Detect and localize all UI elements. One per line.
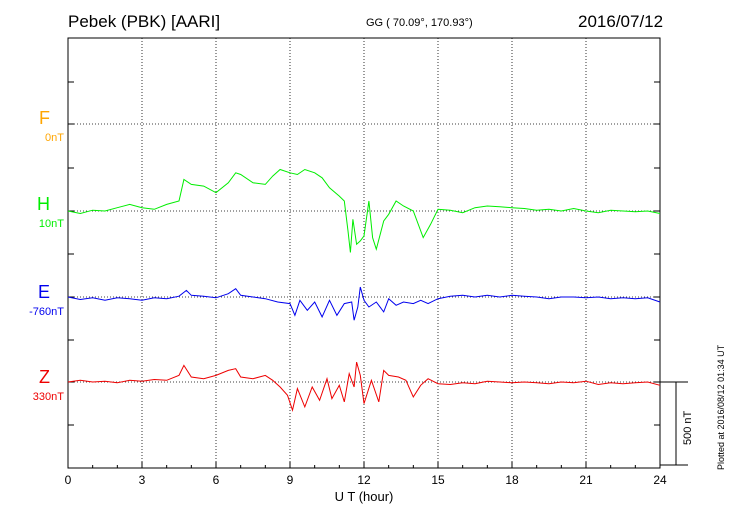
series-label-f: F xyxy=(39,108,50,128)
series-label-h: H xyxy=(37,194,50,214)
series-baseline-z: 330nT xyxy=(32,391,64,403)
series-baseline-e: -760nT xyxy=(29,306,64,318)
coordinates-label: GG ( 70.09°, 170.93°) xyxy=(366,17,473,29)
x-tick-label: 21 xyxy=(579,473,593,487)
series-label-z: Z xyxy=(39,367,50,387)
x-tick-label: 24 xyxy=(653,473,667,487)
series-line-e xyxy=(67,286,661,321)
scale-bar-label: 500 nT xyxy=(682,410,694,445)
series-line-z xyxy=(67,361,661,413)
x-tick-label: 12 xyxy=(357,473,371,487)
x-tick-label: 0 xyxy=(65,473,72,487)
plotted-timestamp: Plotted at 2016/08/12 01:34 UT xyxy=(716,344,726,470)
station-title: Pebek (PBK) [AARI] xyxy=(68,12,221,31)
series-baseline-f: 0nT xyxy=(45,132,64,144)
series-baseline-h: 10nT xyxy=(38,218,64,230)
date-label: 2016/07/12 xyxy=(578,12,664,31)
x-tick-label: 6 xyxy=(213,473,220,487)
series-line-h xyxy=(67,168,661,253)
x-tick-label: 9 xyxy=(287,473,294,487)
x-tick-label: 18 xyxy=(505,473,519,487)
x-axis-label: U T (hour) xyxy=(335,489,394,504)
x-tick-label: 15 xyxy=(431,473,445,487)
x-tick-label: 3 xyxy=(139,473,146,487)
series-label-e: E xyxy=(37,282,50,302)
